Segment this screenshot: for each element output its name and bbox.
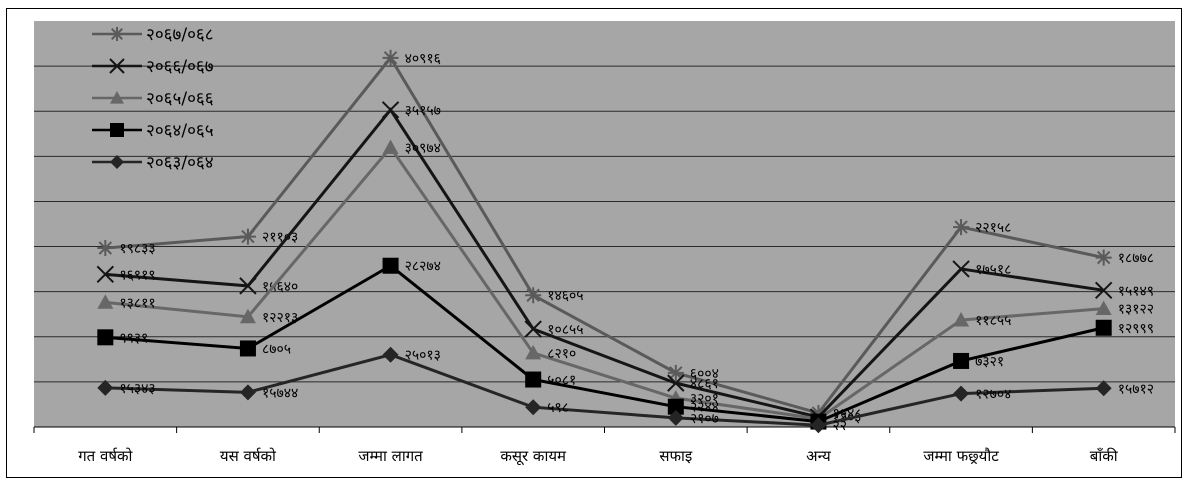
legend-label: २०६६/०६७	[146, 57, 214, 77]
data-label: २२१५८	[975, 220, 1011, 236]
series-line	[105, 263, 1105, 424]
diamond-marker	[525, 399, 542, 416]
data-label: १२९९९	[1118, 321, 1154, 337]
triangle-marker	[1095, 300, 1112, 316]
x-marker	[952, 260, 970, 278]
plot-area	[34, 21, 1175, 427]
asterisk-marker	[97, 240, 114, 257]
data-label: १५७४४	[262, 385, 298, 401]
data-label: २२४४	[690, 400, 719, 416]
data-label: ३०९७४	[405, 141, 441, 157]
x-tick-label: यस वर्षको	[220, 447, 277, 465]
data-label: ३५१५७	[405, 103, 441, 119]
square-marker	[1095, 319, 1112, 336]
diamond-marker	[382, 346, 399, 363]
diamond-marker	[97, 379, 114, 396]
diamond-marker	[810, 417, 827, 434]
diamond-marker	[1095, 380, 1112, 397]
x-marker	[667, 374, 685, 392]
x-tick-label: जम्मा लागत	[358, 447, 423, 465]
square-marker	[525, 371, 542, 388]
x-tick-label: जम्मा फछ्र्यौट	[923, 447, 999, 465]
data-label: २१०७	[690, 411, 719, 427]
diamond-marker	[667, 409, 684, 426]
x-marker	[96, 265, 115, 284]
data-label: १७५१८	[975, 262, 1011, 278]
data-label: १९८३३	[119, 241, 155, 257]
diamond-marker	[239, 384, 256, 401]
diamond-marker	[110, 155, 124, 169]
data-label: १५१४९	[1118, 283, 1154, 299]
data-label: १५३४३	[119, 381, 155, 397]
legend-label: २०६७/०६८	[146, 25, 214, 45]
x-marker	[239, 277, 257, 295]
asterisk-marker	[239, 228, 256, 245]
chart-frame: गत वर्षको यस वर्षको जम्मा लागत कसूर कायम सफा…	[6, 8, 1182, 478]
data-label: १२२१३	[262, 310, 298, 326]
series-line	[105, 55, 1105, 415]
data-label: ८२१०	[547, 346, 576, 362]
x-marker	[524, 320, 542, 338]
square-marker	[667, 398, 684, 415]
square-marker	[382, 257, 399, 274]
series-line	[105, 145, 1104, 421]
square-marker	[953, 352, 970, 369]
series-line	[105, 107, 1104, 419]
data-label: १२७०४	[975, 387, 1011, 403]
data-label: ४८६१	[690, 376, 719, 392]
triangle-marker	[97, 294, 114, 309]
square-marker	[110, 123, 124, 137]
line-chart: गत वर्षको यस वर्षको जम्मा लागत कसूर कायम सफा…	[33, 21, 1176, 466]
data-label: ७३२१	[975, 354, 1004, 370]
x-marker	[381, 101, 400, 119]
data-label: १५७१२	[1118, 381, 1154, 397]
data-label: २८२७४	[405, 259, 441, 275]
data-label: ६००४	[690, 366, 719, 382]
triangle-marker	[953, 312, 970, 327]
x-tick-label: सफाइ	[659, 447, 693, 465]
asterisk-marker	[1095, 249, 1112, 266]
asterisk-marker	[382, 49, 399, 66]
legend-label: २०६३/०६४	[146, 153, 214, 173]
data-label: ५०८१	[547, 373, 576, 389]
data-label: ३२०१	[690, 391, 719, 407]
asterisk-marker	[953, 219, 970, 236]
data-label: ४०९१६	[405, 51, 441, 67]
data-label: ५९८	[547, 400, 569, 416]
triangle-marker	[382, 139, 399, 154]
diamond-marker	[953, 385, 970, 402]
x-marker	[1094, 281, 1113, 300]
data-label: १०८५५	[547, 322, 583, 338]
square-marker	[239, 340, 256, 357]
data-label: २५०१३	[405, 348, 441, 364]
asterisk-marker	[110, 27, 124, 41]
x-tick-label: गत वर्षको	[78, 447, 133, 465]
triangle-marker	[525, 344, 542, 360]
data-label: १३८११	[119, 295, 155, 311]
legend-label: २०६४/०६५	[146, 121, 214, 141]
x-tick-label: अन्य	[806, 447, 831, 465]
data-label: ११८५५	[975, 313, 1011, 329]
data-label: २२	[832, 418, 847, 434]
series-line	[105, 353, 1104, 427]
legend-label: २०६५/०६६	[146, 89, 214, 109]
data-label: ८७०५	[262, 341, 291, 357]
triangle-marker	[110, 91, 124, 104]
asterisk-marker	[525, 287, 542, 304]
data-label: १६९१९	[119, 267, 155, 283]
x-tick-label: कसूर कायम	[500, 447, 567, 466]
x-marker	[109, 58, 125, 74]
data-label: १३१२२	[1118, 302, 1154, 318]
asterisk-marker	[667, 364, 684, 381]
triangle-marker	[239, 308, 256, 324]
data-label: ९९३९	[119, 330, 148, 346]
square-marker	[97, 329, 114, 346]
x-tick-label: बाँकी	[1090, 447, 1119, 465]
data-label: १४६०५	[547, 288, 583, 304]
data-label: १८७७८	[1118, 251, 1154, 267]
